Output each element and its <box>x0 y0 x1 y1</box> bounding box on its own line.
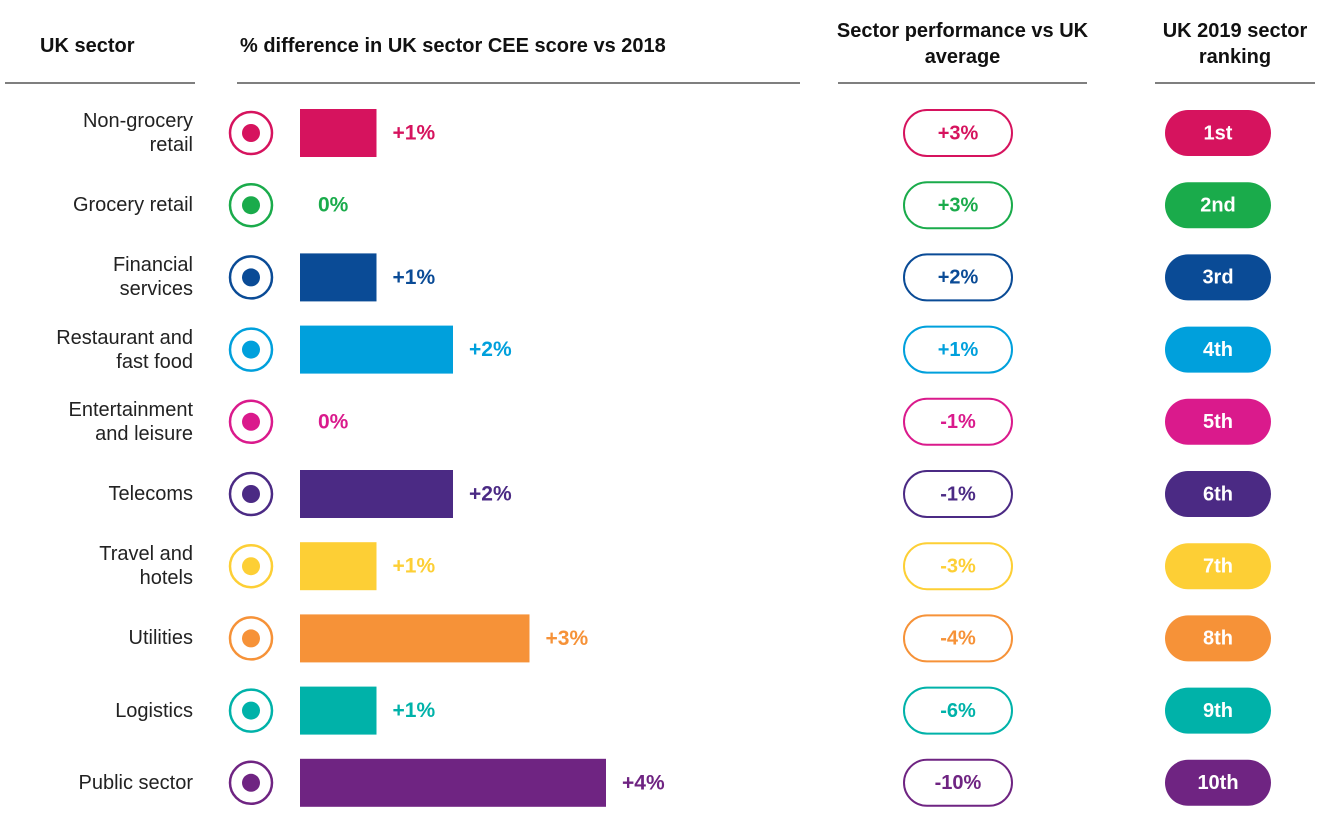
category-label: Restaurant and fast food <box>56 326 193 373</box>
category-label: Non-grocery retail <box>82 110 193 156</box>
value-label: +2% <box>469 338 512 361</box>
performance-label: +3% <box>938 122 979 144</box>
performance-pill <box>903 181 1013 230</box>
value-label: +4% <box>622 771 665 794</box>
ranking-pill <box>1165 471 1271 517</box>
value-label: 0% <box>318 194 349 217</box>
performance-pill <box>903 109 1013 157</box>
performance-pill <box>903 686 1013 735</box>
performance-pill <box>903 253 1013 302</box>
category-label: Financial services <box>112 254 193 301</box>
ranking-pill <box>1165 254 1271 301</box>
header: UK sector <box>40 35 135 57</box>
performance-label: +3% <box>938 194 979 216</box>
category-label: Telecoms <box>108 483 193 505</box>
performance-pill <box>903 758 1013 807</box>
sector-icon <box>228 399 274 445</box>
ranking-label: 1st <box>1204 122 1233 144</box>
performance-pill <box>903 325 1013 374</box>
ranking-label: 6th <box>1203 483 1233 505</box>
ranking-pill <box>1165 110 1271 156</box>
sector-icon-core <box>242 485 260 503</box>
performance-pill <box>903 542 1013 591</box>
ranking-pill <box>1165 759 1271 806</box>
sector-icon <box>228 688 274 733</box>
bar <box>300 253 377 302</box>
ranking-label: 7th <box>1203 555 1233 577</box>
performance-label: -10% <box>935 772 982 794</box>
sector-icon <box>228 543 274 589</box>
category-label: Grocery retail <box>72 194 193 217</box>
category-label: Logistics <box>115 699 193 722</box>
sector-icon-core <box>242 124 260 142</box>
category-label: Public sector <box>78 771 194 794</box>
ranking-label: 8th <box>1203 628 1233 650</box>
sector-icon-core <box>242 412 260 431</box>
ranking-label: 5th <box>1203 411 1233 433</box>
ranking-pill <box>1165 182 1271 229</box>
performance-label: +2% <box>938 267 979 289</box>
category-label: Travel and hotels <box>99 543 193 590</box>
ranking-pill <box>1165 543 1271 590</box>
sector-icon <box>228 760 274 806</box>
performance-pill <box>903 397 1013 446</box>
bar <box>300 758 606 807</box>
value-label: 0% <box>318 410 349 433</box>
sector-icon <box>228 327 274 372</box>
performance-pill <box>903 470 1013 518</box>
bar <box>300 686 377 735</box>
sector-icon <box>228 471 274 517</box>
performance-label: +1% <box>938 339 979 361</box>
sector-icon-core <box>242 196 260 215</box>
value-label: +1% <box>393 699 436 722</box>
ranking-pill <box>1165 398 1271 445</box>
performance-label: -4% <box>940 628 976 650</box>
sector-icon-core <box>242 340 260 359</box>
sector-icon-core <box>242 629 260 648</box>
performance-label: -6% <box>940 700 976 722</box>
bar <box>300 470 453 518</box>
header: UK 2019 sector ranking <box>1162 20 1308 68</box>
sector-icon <box>228 110 274 156</box>
ranking-label: 10th <box>1197 772 1238 794</box>
value-label: +1% <box>393 555 436 578</box>
ranking-label: 9th <box>1203 700 1233 722</box>
bar <box>300 542 377 591</box>
sector-icon-core <box>242 268 260 287</box>
ranking-pill <box>1165 326 1271 373</box>
sector-icon <box>228 182 274 228</box>
sector-icon-core <box>242 773 260 792</box>
sector-icon <box>228 255 274 300</box>
sector-icon-core <box>242 701 260 720</box>
category-label: Utilities <box>128 627 193 650</box>
value-label: +2% <box>469 483 512 506</box>
value-label: +1% <box>393 122 436 145</box>
bar <box>300 614 530 663</box>
sector-icon <box>228 616 274 661</box>
performance-pill <box>903 614 1013 663</box>
performance-label: -1% <box>940 483 976 505</box>
ranking-pill <box>1165 615 1271 662</box>
header: Sector performance vs UK average <box>836 20 1089 68</box>
category-label: Entertainment and leisure <box>68 398 193 445</box>
ranking-label: 4th <box>1203 339 1233 361</box>
ranking-pill <box>1165 687 1271 734</box>
value-label: +1% <box>393 266 436 289</box>
value-label: +3% <box>546 627 589 650</box>
header: % difference in UK sector CEE score vs 2… <box>240 35 666 57</box>
ranking-label: 3rd <box>1202 267 1233 289</box>
bar <box>300 325 453 374</box>
performance-label: -3% <box>940 555 976 577</box>
performance-label: -1% <box>940 411 976 433</box>
ranking-label: 2nd <box>1200 194 1236 216</box>
sector-icon-core <box>242 557 260 576</box>
bar <box>300 109 377 157</box>
